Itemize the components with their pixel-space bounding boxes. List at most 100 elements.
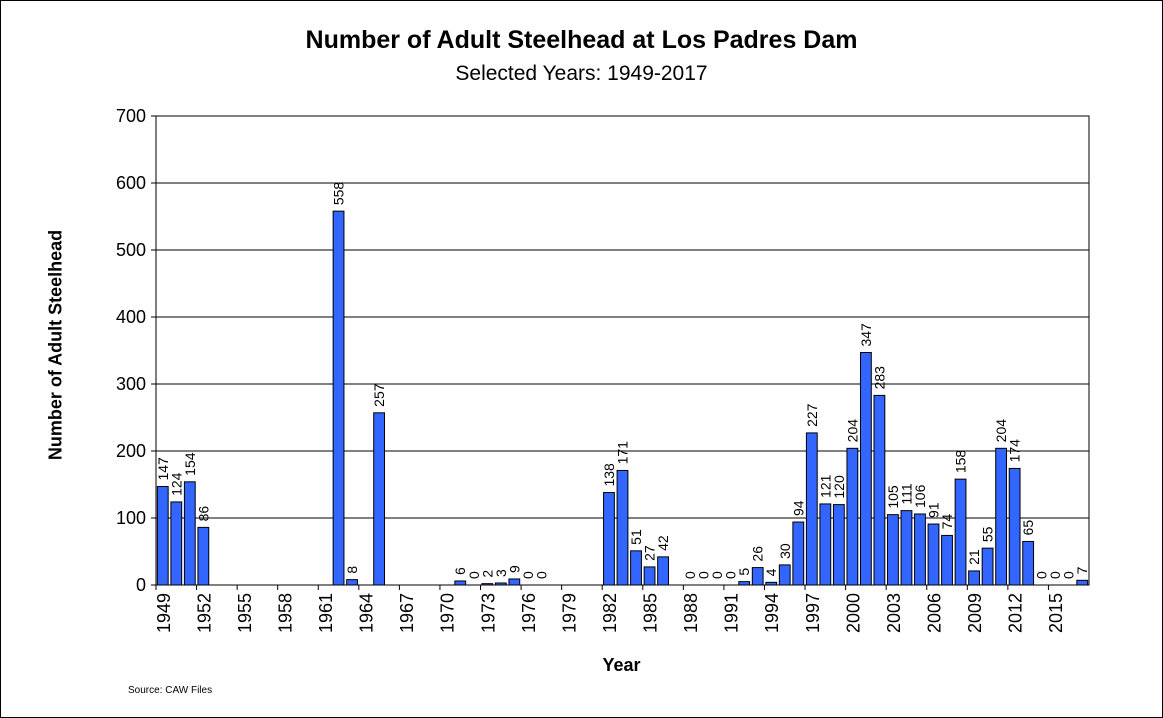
x-tick-label: 1973 [478, 593, 498, 633]
bar [197, 526, 210, 586]
x-axis-label: Year [602, 655, 641, 675]
x-tick-label: 1949 [154, 593, 174, 633]
data-label: 91 [926, 502, 942, 518]
x-tick-label: 1964 [357, 593, 377, 633]
y-tick-label: 300 [116, 374, 146, 394]
bar [183, 481, 196, 586]
x-tick-label: 1955 [235, 593, 255, 633]
y-tick-label: 500 [116, 240, 146, 260]
bar [778, 564, 791, 586]
x-tick-label: 1985 [641, 593, 661, 633]
bar [738, 581, 751, 586]
data-label: 74 [939, 514, 955, 530]
bar [616, 469, 629, 586]
bar [968, 570, 980, 586]
data-label: 42 [655, 535, 671, 551]
data-label: 55 [980, 526, 996, 542]
data-label: 121 [817, 474, 833, 498]
data-label: 0 [533, 571, 549, 579]
bar [914, 513, 926, 586]
data-label: 21 [966, 549, 982, 565]
data-label: 27 [642, 545, 658, 561]
data-label: 8 [344, 566, 360, 574]
y-tick-label: 400 [116, 307, 146, 327]
y-tick-label: 0 [136, 575, 146, 595]
bar [508, 578, 521, 586]
data-label: 204 [993, 419, 1009, 443]
bar [859, 352, 872, 586]
data-label: 174 [1007, 439, 1023, 463]
x-tick-label: 1958 [275, 593, 295, 633]
bar [1076, 579, 1089, 586]
bar [603, 492, 615, 586]
x-tick-label: 1994 [762, 593, 782, 633]
bar [156, 486, 169, 586]
data-label: 111 [898, 483, 914, 504]
bar [170, 501, 183, 586]
data-label: 0 [520, 571, 536, 579]
data-label: 106 [912, 484, 928, 508]
x-tick-label: 2006 [925, 593, 945, 633]
data-label: 3 [493, 569, 509, 577]
data-label: 204 [844, 419, 860, 443]
data-label: 171 [615, 441, 631, 465]
data-label: 138 [601, 463, 617, 487]
bar [981, 547, 994, 586]
data-label: 9 [506, 565, 522, 573]
chart-subtitle: Selected Years: 1949-2017 [455, 62, 708, 85]
bar [873, 394, 886, 586]
bar [657, 556, 669, 586]
x-tick-label: 1976 [519, 593, 539, 633]
x-tick-label: 2000 [843, 593, 863, 633]
data-label: 227 [804, 403, 820, 427]
x-tick-label: 2015 [1046, 593, 1066, 633]
bar [494, 582, 507, 586]
data-label: 124 [168, 472, 184, 496]
bar [1022, 540, 1035, 586]
data-label: 86 [195, 506, 211, 522]
bar [805, 432, 818, 586]
data-label: 0 [709, 571, 725, 579]
data-label: 30 [777, 543, 793, 559]
bar [846, 447, 859, 586]
bar [887, 514, 899, 586]
x-tick-label: 2012 [1006, 593, 1026, 633]
data-label: 0 [723, 571, 739, 579]
bar [1008, 467, 1021, 586]
x-tick-label: 1991 [722, 593, 742, 633]
data-label: 347 [858, 323, 874, 347]
bar [900, 510, 913, 586]
bar [954, 478, 967, 586]
data-label: 0 [682, 571, 698, 579]
chart-title: Number of Adult Steelhead at Los Padres … [305, 26, 858, 54]
bar [481, 583, 494, 586]
data-label: 7 [1074, 566, 1090, 574]
x-tick-label: 1970 [438, 593, 458, 633]
data-label: 0 [1047, 571, 1063, 579]
data-label: 0 [696, 571, 712, 579]
data-label: 94 [790, 500, 806, 516]
x-tick-label: 1982 [600, 593, 620, 633]
y-tick-label: 700 [116, 106, 146, 126]
bar [941, 534, 953, 586]
bar [765, 581, 778, 586]
y-tick-label: 200 [116, 441, 146, 461]
data-label: 4 [763, 568, 779, 576]
bar [751, 567, 764, 586]
data-label: 105 [885, 485, 901, 509]
bar [643, 566, 656, 586]
data-label: 158 [953, 450, 969, 474]
x-tick-label: 2003 [884, 593, 904, 633]
bar [832, 504, 845, 586]
x-tick-label: 1979 [559, 593, 579, 633]
y-tick-label: 100 [116, 508, 146, 528]
x-tick-label: 1988 [681, 593, 701, 633]
bar [346, 579, 358, 586]
bar [454, 580, 467, 586]
bar [332, 210, 345, 586]
bar [819, 503, 832, 586]
x-tick-label: 1961 [316, 593, 336, 633]
data-label: 2 [479, 570, 495, 578]
bar [630, 550, 642, 586]
